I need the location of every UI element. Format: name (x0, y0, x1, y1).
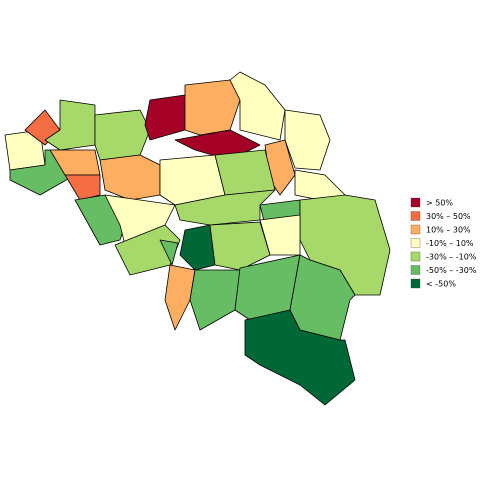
legend: > 50% 30% – 50% 10% – 30% -10% – 10% -30% – … (410, 197, 477, 289)
legend-swatch (410, 278, 421, 289)
regions (4, 71, 391, 406)
region (229, 71, 286, 141)
region (244, 309, 356, 406)
legend-swatch (410, 224, 421, 235)
region (174, 189, 276, 226)
legend-swatch (410, 197, 421, 208)
region (64, 174, 101, 201)
region (214, 149, 276, 196)
legend-swatch (410, 251, 421, 262)
region (144, 94, 186, 141)
region (299, 194, 391, 296)
region (184, 79, 241, 136)
region (189, 269, 241, 331)
region (94, 109, 151, 161)
region (179, 224, 216, 271)
legend-swatch (410, 265, 421, 275)
region (159, 239, 179, 266)
region (209, 221, 271, 271)
legend-label: 10% – 30% (426, 226, 471, 235)
legend-swatch (410, 238, 421, 248)
legend-label: -30% – -10% (426, 253, 477, 262)
legend-swatch (410, 211, 421, 221)
legend-label: < -50% (426, 280, 456, 289)
legend-label: -50% – -30% (426, 266, 477, 275)
region (99, 154, 161, 201)
region (164, 264, 196, 331)
legend-label: 30% – 50% (426, 212, 471, 221)
legend-label: -10% – 10% (426, 239, 474, 248)
legend-label: > 50% (426, 199, 453, 208)
region (284, 109, 331, 171)
